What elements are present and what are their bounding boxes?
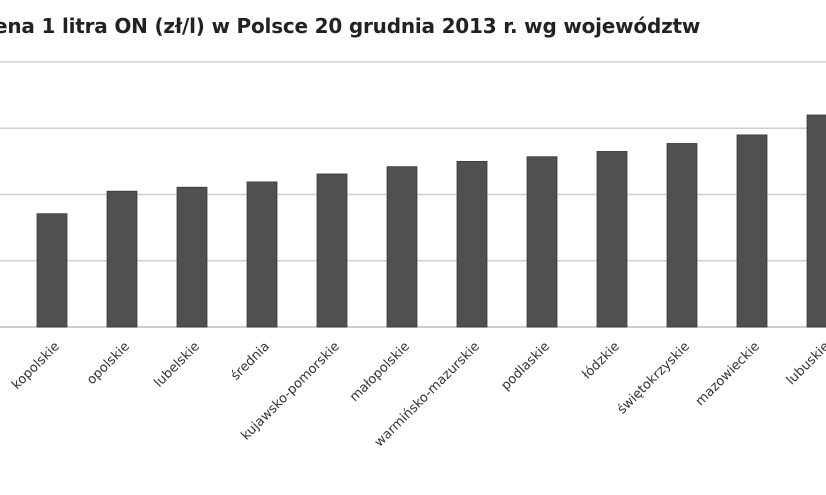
bars <box>36 114 826 328</box>
bar-7 <box>456 160 488 328</box>
bar-6 <box>386 166 418 328</box>
category-label-10: świętokrzyskie <box>615 339 693 417</box>
category-labels: kopolskie opolskie lubelskie średniakujawsk… <box>9 339 826 450</box>
chart-title: ena 1 litra ON (zł/l) w Polsce 20 grudni… <box>0 14 701 38</box>
bar-3 <box>176 186 208 328</box>
category-label-1: kopolskie <box>9 339 63 393</box>
category-label-2: opolskie <box>84 339 133 388</box>
bar-5 <box>316 173 348 328</box>
category-label-3: lubelskie <box>151 339 202 390</box>
category-label-12: lubuskie <box>784 339 826 388</box>
bar-1 <box>36 213 68 328</box>
bar-4 <box>246 181 278 328</box>
bar-10 <box>666 143 698 328</box>
bar-9 <box>596 151 628 328</box>
category-label-9: łódzkie <box>580 339 623 382</box>
bar-11 <box>736 134 768 328</box>
bar-2 <box>106 190 138 328</box>
category-label-8: podlaskie <box>498 339 552 393</box>
category-label-4: średnia <box>228 339 272 383</box>
bar-12 <box>806 114 826 328</box>
category-label-6: małopolskie <box>347 339 413 405</box>
category-label-11: mazowieckie <box>693 339 763 409</box>
bar-8 <box>526 156 558 328</box>
